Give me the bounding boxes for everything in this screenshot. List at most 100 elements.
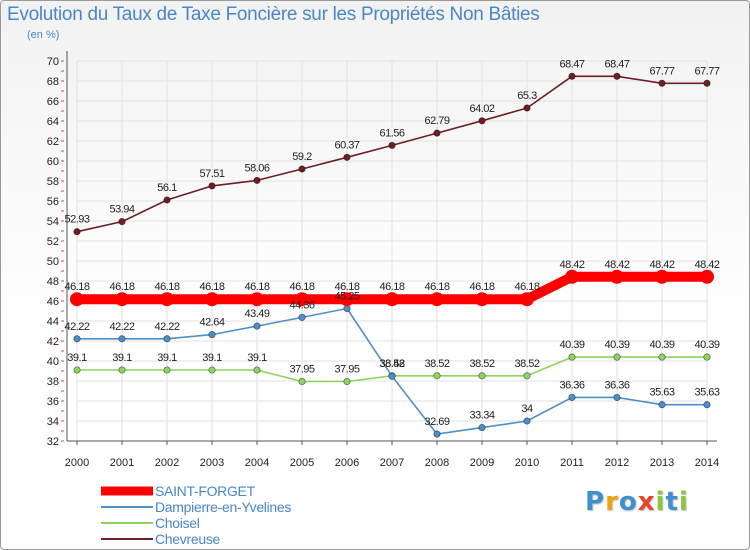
legend-swatch-choisel [101,522,153,524]
data-point [568,353,576,361]
data-label: 39.1 [112,352,132,364]
data-label: 46.18 [289,281,314,293]
x-tick-label: 2008 [425,457,449,469]
legend-item-dampierre: Dampierre-en-Yvelines [101,499,361,515]
legend-label-saint-forget: SAINT-FORGET [155,483,255,499]
data-label: 48.42 [604,259,629,271]
data-point [340,292,354,307]
data-label: 40.39 [649,339,674,351]
y-tick-label: 44 [47,316,59,328]
data-point [700,269,714,284]
data-point [253,322,261,330]
data-point [298,165,306,173]
data-label-layer: 46.18 46.18 46.18 46.18 46.18 46.18 46.18 46.18… [64,58,720,428]
logo-letter: r [605,487,619,517]
data-point [253,176,261,184]
data-label: 40.39 [559,339,584,351]
x-tick-label: 2005 [290,457,314,469]
data-label: 35.63 [694,387,719,399]
data-label: 46.18 [469,281,494,293]
data-point [475,292,489,307]
data-label: 39.1 [67,352,87,364]
data-label: 46.18 [199,281,224,293]
data-point [658,79,666,87]
data-point [208,331,216,339]
data-point [208,366,216,374]
legend-item-saint-forget: SAINT-FORGET [101,483,361,499]
grid-layer [61,51,717,445]
y-tick-label: 68 [47,76,59,88]
data-label: 42.22 [154,321,179,333]
data-label: 67.77 [694,65,719,77]
logo-letter: i [655,487,666,517]
series-saint-forget [70,269,714,307]
data-point [565,269,579,284]
data-point [118,335,126,343]
data-label: 46.18 [64,281,89,293]
logo-letter: P [585,487,606,517]
data-label: 56.1 [157,182,177,194]
data-label: 65.3 [517,90,537,102]
data-label: 42.22 [109,321,134,333]
y-tick-label: 52 [47,236,59,248]
data-label: 37.95 [289,364,314,376]
data-point [610,269,624,284]
data-point [613,393,621,401]
data-point [385,292,399,307]
data-label: 62.79 [424,115,449,127]
data-label: 45.25 [334,291,359,303]
tick-layer: 32 34 36 38 40 42 44 46 48 50 52 54 56 58 60 62 64 66 68 70… [47,56,719,469]
line-chart: 32 34 36 38 40 42 44 46 48 50 52 54 56 58 60 62 64 66 68 70… [47,51,720,469]
data-label: 61.56 [379,127,404,139]
data-point [343,304,351,313]
data-label: 36.36 [604,379,629,391]
data-label: 59.2 [292,151,312,163]
data-label: 46.18 [379,281,404,293]
data-label: 38.52 [424,358,449,370]
logo-letter: o [618,487,638,517]
data-point [298,313,306,321]
data-point [388,141,396,149]
data-label: 48.42 [694,259,719,271]
y-tick-label: 56 [47,196,59,208]
series-layer [70,72,714,438]
data-point [703,401,711,409]
data-point [613,72,621,80]
x-tick-label: 2009 [470,457,494,469]
data-point [298,377,306,386]
data-point [343,153,351,161]
x-tick-label: 2001 [110,457,134,469]
data-point [295,292,309,307]
data-point [208,182,216,190]
data-label: 48.42 [649,259,674,271]
data-point [388,372,396,380]
series-dampierre-en-yvelines [73,304,711,438]
y-tick-label: 60 [47,156,59,168]
data-label: 39.1 [247,352,267,364]
data-point [160,292,174,307]
logo-letter: i [678,487,689,517]
data-point [613,353,621,361]
x-tick-label: 2010 [515,457,539,469]
x-tick-label: 2006 [335,457,359,469]
data-point [478,372,486,380]
data-label: 46.18 [334,281,359,293]
data-label: 42.64 [199,317,224,329]
data-point [163,335,171,343]
logo-letter: x [637,487,656,517]
data-point [523,372,531,380]
legend: SAINT-FORGET Dampierre-en-Yvelines Chois… [101,483,361,547]
x-tick-label: 2012 [605,457,629,469]
data-point [163,366,171,374]
data-label: 40.39 [604,339,629,351]
chart-title: Evolution du Taux de Taxe Foncière sur l… [7,4,540,25]
data-label: 39.1 [157,352,177,364]
data-label: 38.52 [469,358,494,370]
data-label: 37.95 [334,364,359,376]
data-point [655,269,669,284]
data-label: 32.69 [424,416,449,428]
data-label: 68.47 [604,58,629,70]
data-label: 53.94 [109,204,134,216]
data-label: 46.18 [154,281,179,293]
data-label: 38.52 [514,358,539,370]
